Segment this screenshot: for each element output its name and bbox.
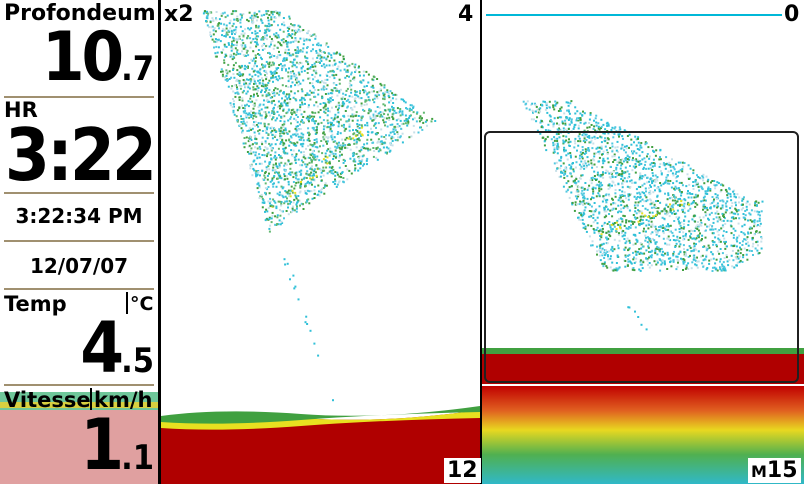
panel-separator: [158, 0, 161, 484]
depth-readout: 10.7: [42, 22, 154, 105]
temp-decimal: .5: [121, 341, 154, 381]
depth-label: Profondeum: [4, 1, 156, 26]
divider: [4, 384, 154, 386]
speed-bg-graphic: [0, 388, 158, 484]
speed-unit: km/h: [94, 388, 153, 412]
zoom-window[interactable]: [484, 131, 799, 383]
echo-cloud: [202, 10, 437, 402]
echo-cloud: [522, 100, 764, 331]
sonar-view-zoom: [482, 0, 804, 484]
divider: [4, 288, 154, 290]
date-text: 12/07/07: [29, 254, 129, 278]
temp-unit: °C: [130, 293, 154, 315]
clock-text: 3:22:34 PM: [15, 204, 143, 228]
divider: [4, 240, 154, 242]
speed-whole: 1: [80, 404, 124, 486]
temp-whole: 4: [80, 307, 124, 389]
speed-background: [0, 388, 158, 484]
flasher-line: [486, 14, 782, 16]
depth-decimal: .7: [121, 49, 154, 89]
unit-separator: [90, 388, 92, 410]
speed-readout: 1.1: [80, 408, 154, 495]
zoom-level: x2: [164, 2, 194, 27]
divider: [4, 192, 154, 194]
depth-unit: M: [751, 462, 767, 481]
right-depth-top: 0: [784, 2, 800, 27]
depth-whole: 10: [41, 18, 124, 97]
hr-value: 3:22: [4, 113, 157, 197]
speed-label: Vitesse: [4, 388, 91, 412]
hr-label: HR: [4, 98, 38, 122]
divider: [4, 96, 154, 98]
unit-separator: [126, 292, 128, 314]
right-depth-bottom: M15: [748, 458, 801, 483]
view-separator: [480, 0, 482, 484]
temp-readout: 4.5: [80, 312, 154, 397]
left-depth-bottom: 12: [444, 458, 481, 483]
info-panel: Profondeum 10.7 HR 3:22 3:22:34 PM 12/07…: [0, 0, 158, 484]
temp-label: Temp: [4, 292, 67, 316]
sonar-view-full: [161, 0, 480, 484]
left-depth-top: 4: [458, 2, 474, 27]
speed-decimal: .1: [121, 438, 154, 478]
